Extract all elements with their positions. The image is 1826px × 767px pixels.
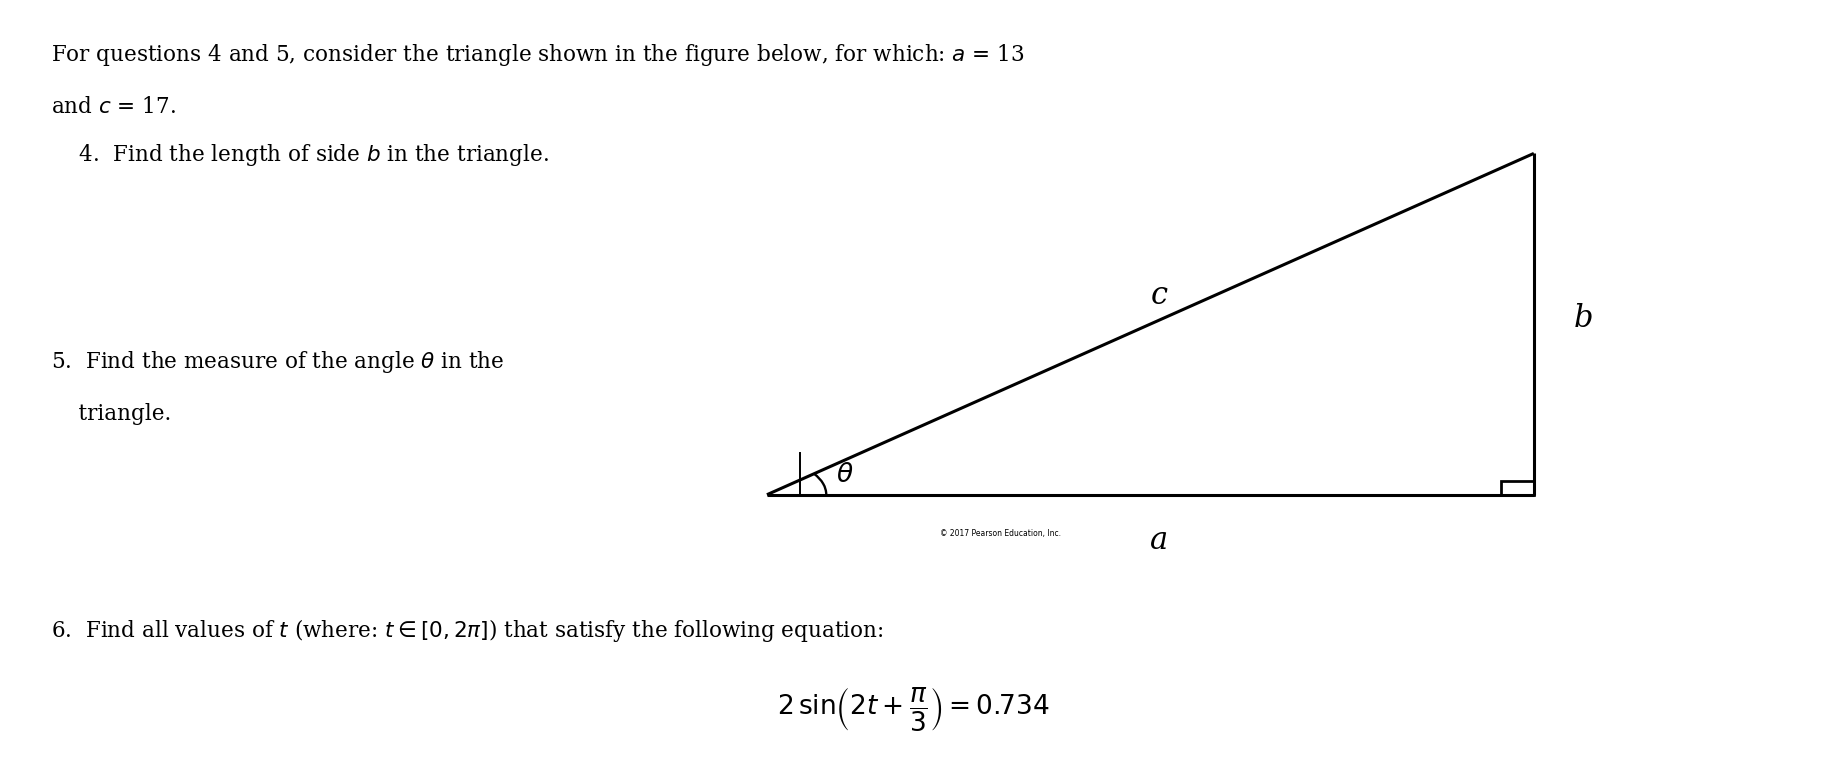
Text: 4.  Find the length of side $b$ in the triangle.: 4. Find the length of side $b$ in the tr… (51, 142, 550, 168)
Text: © 2017 Pearson Education, Inc.: © 2017 Pearson Education, Inc. (940, 528, 1061, 538)
Text: 6.  Find all values of $t$ (where: $t \in [0,2\pi]$) that satisfy the following : 6. Find all values of $t$ (where: $t \in… (51, 617, 884, 644)
Text: For questions 4 and 5, consider the triangle shown in the figure below, for whic: For questions 4 and 5, consider the tria… (51, 42, 1024, 68)
Text: $2\,\sin\!\left(2t+\dfrac{\pi}{3}\right)=0.734$: $2\,\sin\!\left(2t+\dfrac{\pi}{3}\right)… (776, 686, 1050, 733)
Text: triangle.: triangle. (51, 403, 172, 425)
Text: 5.  Find the measure of the angle $\theta$ in the: 5. Find the measure of the angle $\theta… (51, 349, 504, 375)
Text: b: b (1574, 303, 1594, 334)
Text: and $c$ = 17.: and $c$ = 17. (51, 96, 175, 118)
Text: $\theta$: $\theta$ (836, 462, 855, 487)
Text: c: c (1150, 280, 1169, 311)
Text: a: a (1150, 525, 1169, 556)
Bar (1501, 481, 1534, 495)
